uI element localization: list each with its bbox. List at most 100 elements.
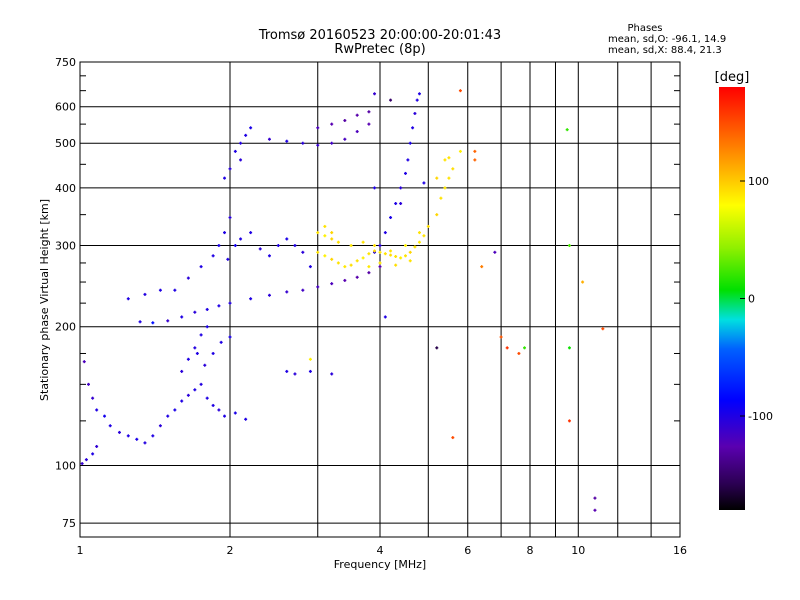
data-point xyxy=(205,307,209,311)
data-point xyxy=(239,237,243,241)
data-point xyxy=(343,137,347,141)
data-point xyxy=(523,346,527,350)
data-point xyxy=(336,240,340,244)
data-point xyxy=(373,186,377,190)
data-point xyxy=(285,237,289,241)
data-point xyxy=(293,244,297,248)
data-point xyxy=(426,224,430,228)
data-point xyxy=(593,508,597,512)
data-point xyxy=(373,92,377,96)
data-point xyxy=(308,265,312,269)
data-point xyxy=(330,141,334,145)
data-point xyxy=(399,202,403,206)
axis-ticks: 1 2 4 6 8 10 16 75 100 200 300 400 500 600 750 xyxy=(55,56,687,557)
data-point xyxy=(417,92,421,96)
x-tick-label: 8 xyxy=(527,544,534,557)
data-point xyxy=(367,252,371,256)
data-point xyxy=(228,167,232,171)
data-point xyxy=(355,113,359,117)
data-point xyxy=(126,434,130,438)
data-point xyxy=(217,408,221,412)
data-point xyxy=(336,261,340,265)
data-point xyxy=(389,216,393,220)
colorbar-label: [deg] xyxy=(715,70,750,85)
data-point xyxy=(223,176,227,180)
data-point xyxy=(211,403,215,407)
y-tick-label: 200 xyxy=(55,321,76,334)
data-point xyxy=(406,158,410,162)
data-point xyxy=(435,176,439,180)
data-point xyxy=(293,372,297,376)
data-point xyxy=(195,351,199,355)
data-point xyxy=(199,333,203,337)
data-point xyxy=(593,496,597,500)
data-point xyxy=(367,122,371,126)
data-point xyxy=(422,234,426,238)
data-point xyxy=(211,254,215,258)
data-point xyxy=(349,263,353,267)
data-point xyxy=(373,249,377,253)
data-point xyxy=(91,452,95,456)
data-point xyxy=(249,297,253,301)
data-point xyxy=(378,261,382,265)
data-point xyxy=(308,357,312,361)
colorbar-ticks: 100 0 -100 xyxy=(740,175,773,423)
data-point xyxy=(117,430,121,434)
data-point xyxy=(158,424,162,428)
data-point xyxy=(443,186,447,190)
data-point xyxy=(249,126,253,130)
data-point xyxy=(458,89,462,93)
data-point xyxy=(567,346,571,350)
y-tick-label: 750 xyxy=(55,56,76,69)
data-point xyxy=(343,119,347,123)
data-point xyxy=(135,437,139,441)
data-point xyxy=(173,288,177,292)
data-point xyxy=(143,292,147,296)
data-point xyxy=(330,257,334,261)
data-point xyxy=(308,369,312,373)
data-point xyxy=(567,419,571,423)
data-point xyxy=(186,357,190,361)
data-point xyxy=(95,444,99,448)
y-tick-label: 400 xyxy=(55,182,76,195)
data-point xyxy=(186,393,190,397)
data-point xyxy=(458,149,462,153)
y-tick-label: 600 xyxy=(55,101,76,114)
data-point xyxy=(355,130,359,134)
data-point xyxy=(413,111,417,115)
data-point xyxy=(233,411,237,415)
data-point xyxy=(219,340,223,344)
colorbar-tick-label: 0 xyxy=(748,293,755,306)
data-point xyxy=(249,231,253,235)
chart-title: Tromsø 20160523 20:00:00-20:01:43 xyxy=(258,28,501,43)
data-point xyxy=(415,98,419,102)
data-point xyxy=(166,414,170,418)
x-tick-label: 4 xyxy=(377,544,384,557)
data-point xyxy=(285,139,289,143)
data-point xyxy=(151,434,155,438)
data-point xyxy=(330,122,334,126)
data-point xyxy=(316,250,320,254)
data-point xyxy=(228,301,232,305)
y-tick-label: 500 xyxy=(55,137,76,150)
y-tick-label: 100 xyxy=(55,460,76,473)
data-point xyxy=(205,396,209,400)
data-point xyxy=(443,158,447,162)
data-point xyxy=(565,128,569,132)
data-point xyxy=(473,149,477,153)
data-point xyxy=(408,259,412,263)
data-point xyxy=(316,231,320,235)
data-point xyxy=(186,276,190,280)
data-point xyxy=(301,250,305,254)
data-point xyxy=(447,176,451,180)
data-point xyxy=(413,245,417,249)
data-point xyxy=(217,304,221,308)
y-tick-label: 300 xyxy=(55,240,76,253)
data-point xyxy=(276,244,280,248)
plot-frame xyxy=(79,61,681,538)
data-point xyxy=(601,327,605,331)
data-point xyxy=(108,424,112,428)
data-point xyxy=(258,247,262,251)
data-point xyxy=(330,282,334,286)
data-point xyxy=(166,319,170,323)
